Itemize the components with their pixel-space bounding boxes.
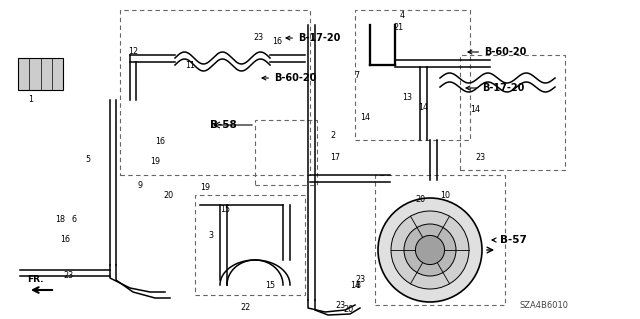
Bar [255, 120, 317, 185]
Text: 12: 12 [128, 48, 138, 56]
Text: 9: 9 [138, 181, 143, 189]
Text: 5: 5 [85, 155, 90, 165]
Text: 7: 7 [354, 70, 359, 79]
Text: 14: 14 [418, 102, 428, 112]
Text: B-60-20: B-60-20 [262, 73, 316, 83]
Text: 1: 1 [28, 95, 33, 105]
Text: 6: 6 [72, 216, 77, 225]
Text: 14: 14 [360, 114, 370, 122]
Text: 19: 19 [150, 158, 160, 167]
Circle shape [415, 235, 445, 264]
Text: 20: 20 [343, 306, 353, 315]
Bar [195, 195, 305, 295]
Text: 14: 14 [470, 106, 480, 115]
Bar [460, 55, 565, 170]
Text: 23: 23 [63, 271, 73, 279]
Text: 21: 21 [393, 24, 403, 33]
Text: SZA4B6010: SZA4B6010 [520, 300, 569, 309]
Text: 15: 15 [220, 205, 230, 214]
Circle shape [378, 198, 482, 302]
Text: 22: 22 [240, 303, 250, 313]
Circle shape [404, 224, 456, 276]
Bar [375, 175, 505, 305]
Text: B-58: B-58 [210, 120, 237, 130]
Text: 15: 15 [265, 280, 275, 290]
Text: B-60-20: B-60-20 [468, 47, 526, 57]
Bar [355, 10, 470, 140]
Text: 8: 8 [355, 280, 360, 290]
Text: 18: 18 [55, 216, 65, 225]
Text: 16: 16 [155, 137, 165, 146]
Text: 23: 23 [253, 33, 263, 42]
Text: B-17-20: B-17-20 [286, 33, 340, 43]
Text: 11: 11 [185, 61, 195, 70]
Text: 20: 20 [415, 196, 425, 204]
Text: B-57: B-57 [492, 235, 527, 245]
Bar [120, 10, 310, 175]
Text: 16: 16 [272, 38, 282, 47]
Text: 3: 3 [208, 231, 213, 240]
Text: B-17-20: B-17-20 [466, 83, 524, 93]
Bar [18, 58, 63, 90]
Text: 2: 2 [330, 130, 335, 139]
Circle shape [391, 211, 469, 289]
Text: 17: 17 [330, 153, 340, 162]
Text: 16: 16 [60, 235, 70, 244]
Text: 13: 13 [402, 93, 412, 102]
Text: 23: 23 [335, 300, 345, 309]
Text: 4: 4 [400, 11, 405, 19]
Text: 10: 10 [440, 190, 450, 199]
Text: FR.: FR. [27, 276, 44, 285]
Text: 23: 23 [475, 153, 485, 162]
Text: 14: 14 [350, 280, 360, 290]
Text: 23: 23 [355, 276, 365, 285]
Text: 19: 19 [200, 183, 210, 192]
Text: 20: 20 [163, 190, 173, 199]
